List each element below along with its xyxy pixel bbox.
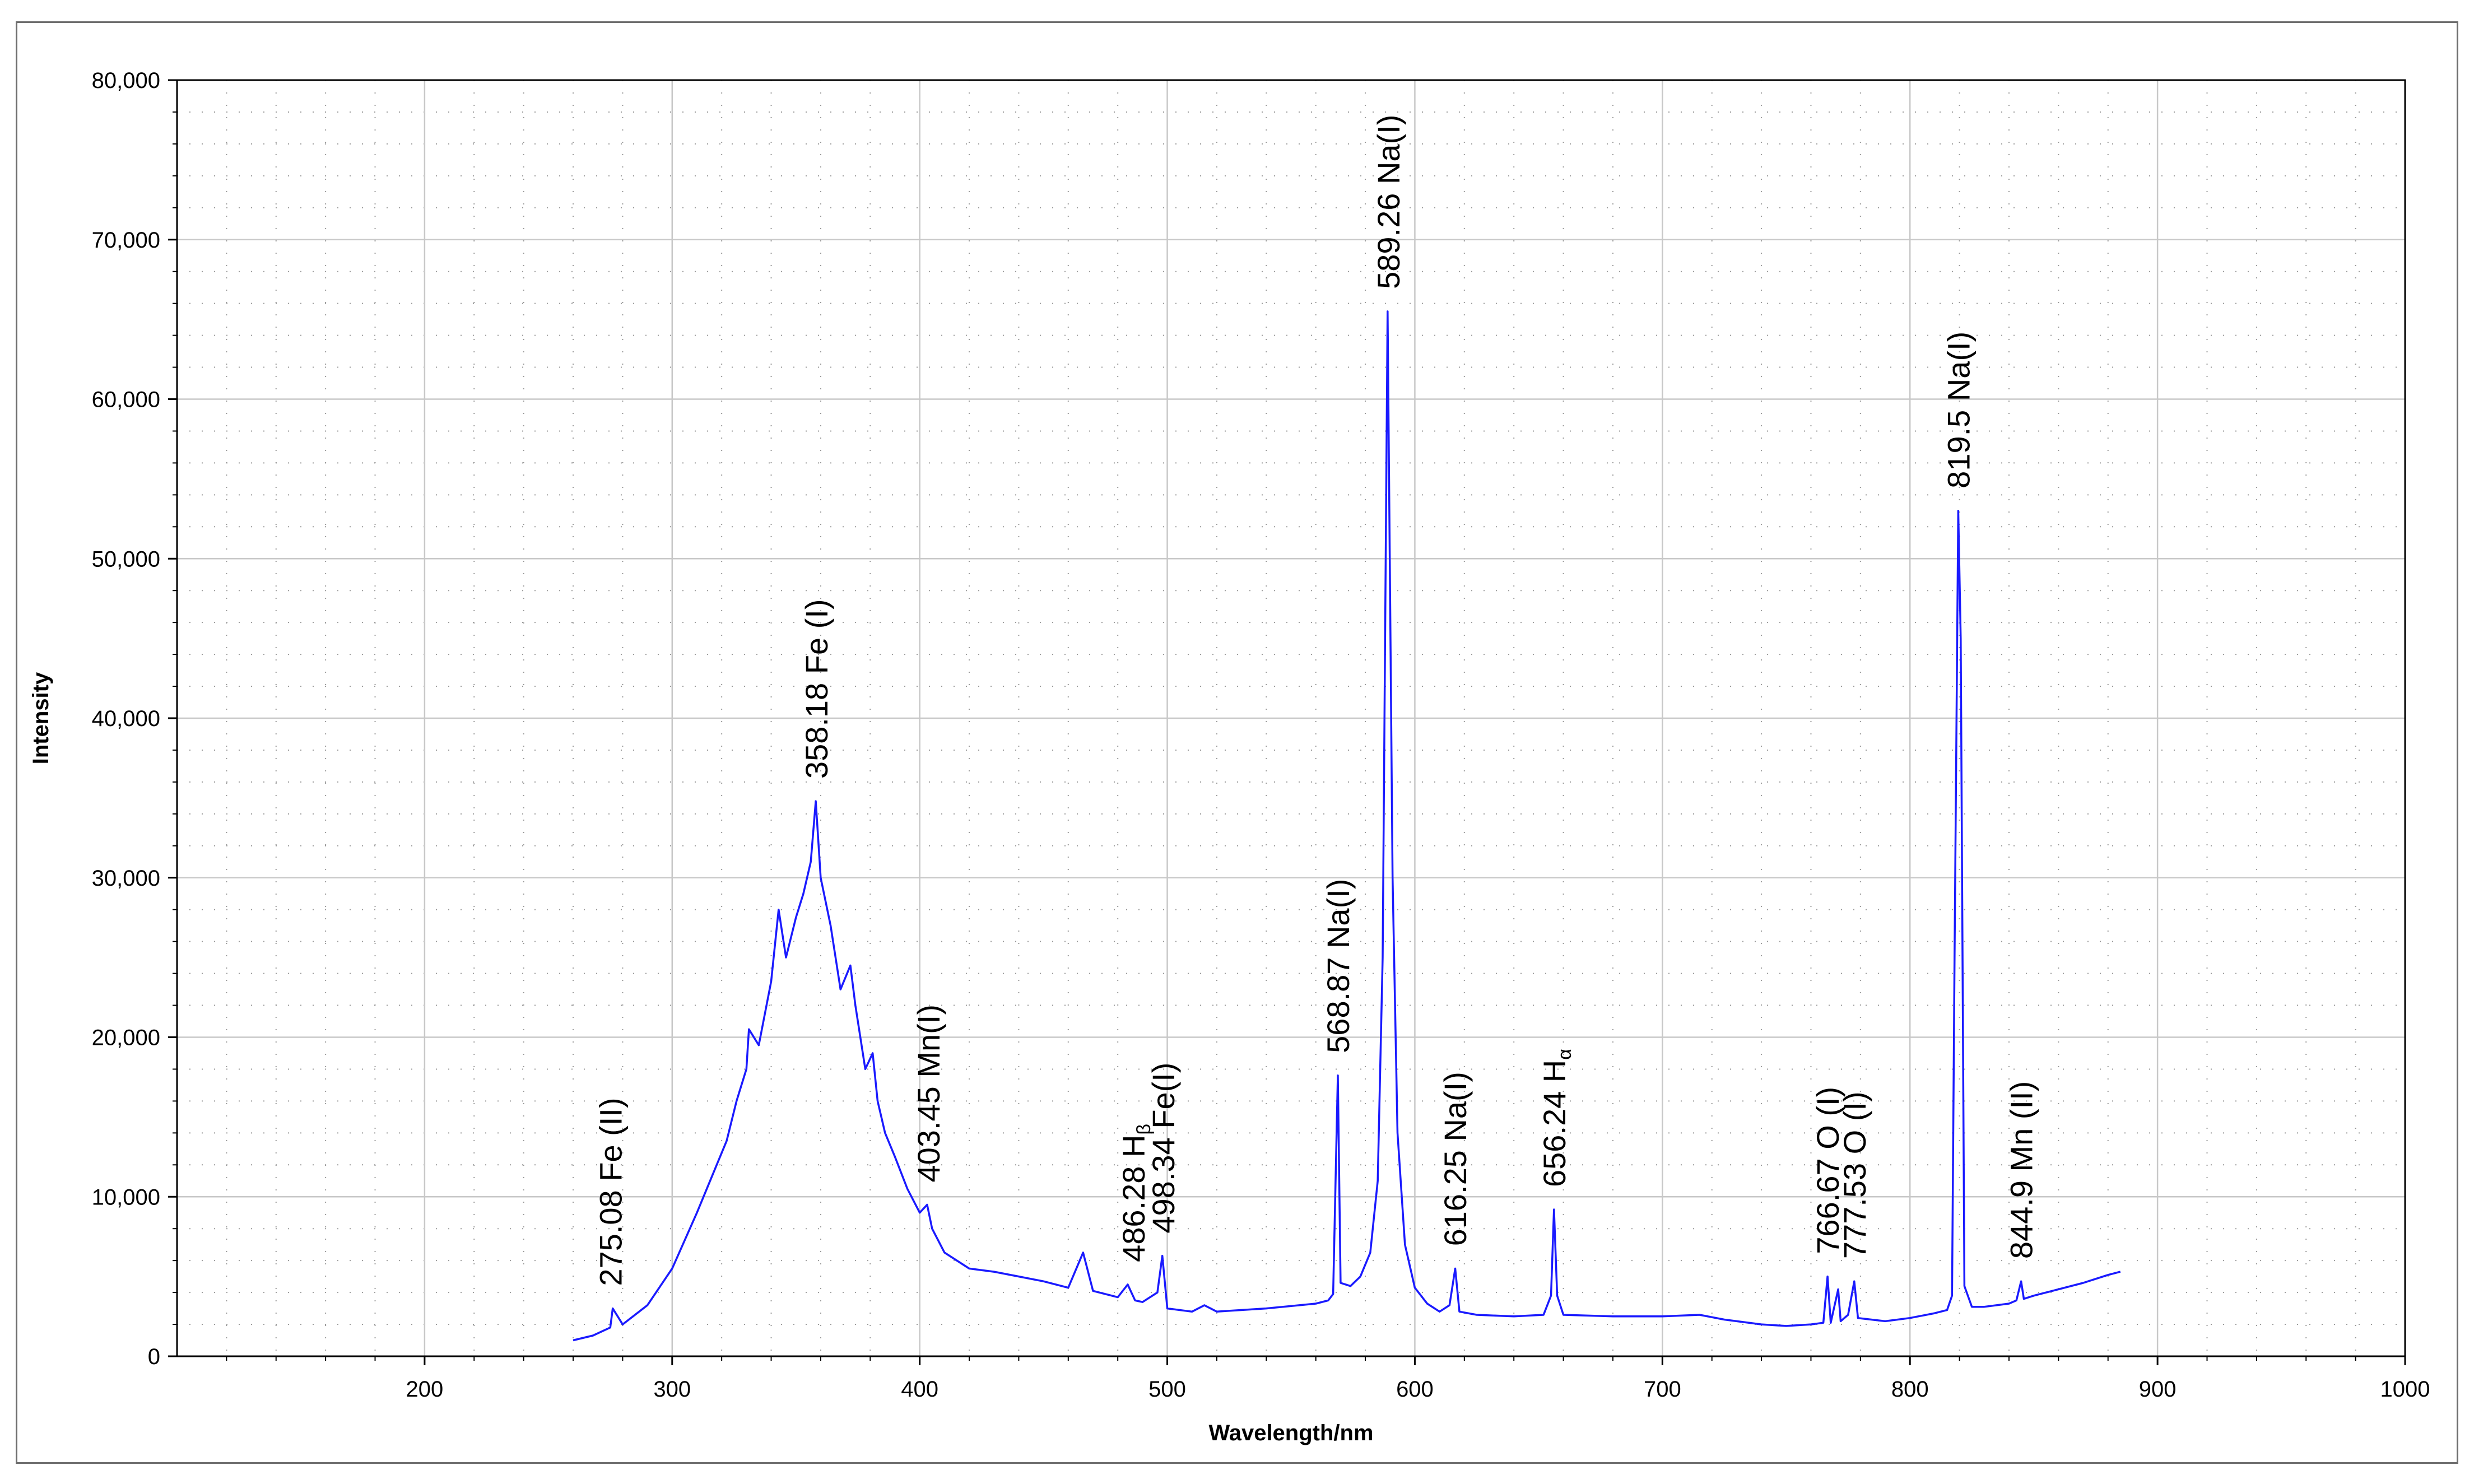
peak-label: 656.24 Hα	[1537, 1049, 1575, 1187]
peak-label: 819.5 Na(I)	[1941, 332, 1976, 489]
peak-label: 403.45 Mn(I)	[911, 1004, 946, 1183]
y-tick-label: 10,000	[92, 1185, 160, 1209]
peak-label: 358.18 Fe (I)	[799, 599, 834, 779]
spectrum-line	[573, 310, 2121, 1342]
peak-label: 568.87 Na(I)	[1320, 879, 1356, 1053]
y-tick-label: 70,000	[92, 228, 160, 253]
x-tick-label: 400	[901, 1377, 938, 1402]
x-tick-label: 1000	[2380, 1377, 2430, 1402]
peak-label: 616.25 Na(I)	[1438, 1072, 1473, 1246]
x-tick-label: 700	[1644, 1377, 1681, 1402]
x-tick-label: 600	[1396, 1377, 1434, 1402]
y-tick-label: 60,000	[92, 388, 160, 412]
x-tick-label: 800	[1891, 1377, 1929, 1402]
peak-label: 766.67 O (I)	[1810, 1087, 1845, 1254]
y-tick-label: 40,000	[92, 706, 160, 731]
peak-label: 589.26 Na(I)	[1371, 115, 1406, 289]
x-tick-label: 500	[1148, 1377, 1186, 1402]
peak-annotations: 275.08 Fe (II) 358.18 Fe (I) 403.45 Mn(I) 4…	[593, 115, 2039, 1286]
y-tick-label: 0	[148, 1345, 160, 1369]
peak-label: 486.28 Hβ	[1116, 1124, 1155, 1262]
peak-label: 777.53 O (I)	[1837, 1091, 1872, 1259]
y-tick-label: 30,000	[92, 866, 160, 891]
x-axis-ticks: 200 300 400 500 600 700 800 900 1000	[226, 1356, 2430, 1402]
peak-label-subscript: β	[1133, 1124, 1155, 1135]
chart-frame: 0 10,000 20,000 30,000 40,000 50,000 60,000 70,…	[16, 21, 2458, 1464]
x-tick-label: 200	[406, 1377, 444, 1402]
y-tick-label: 20,000	[92, 1026, 160, 1050]
peak-label: 498.34 Fe(I)	[1146, 1063, 1181, 1234]
y-tick-label: 80,000	[92, 68, 160, 93]
major-grid	[177, 80, 2405, 1356]
peak-label: 844.9 Mn (II)	[2004, 1081, 2039, 1259]
peak-label: 275.08 Fe (II)	[593, 1097, 629, 1286]
spectrum-chart: 0 10,000 20,000 30,000 40,000 50,000 60,000 70,…	[29, 68, 2430, 1445]
y-axis-title: Intensity	[29, 672, 53, 764]
y-tick-label: 50,000	[92, 547, 160, 571]
x-tick-label: 300	[653, 1377, 691, 1402]
x-axis-title: Wavelength/nm	[1208, 1421, 1373, 1445]
peak-label-subscript: α	[1554, 1049, 1575, 1060]
x-tick-label: 900	[2139, 1377, 2177, 1402]
y-axis-ticks: 0 10,000 20,000 30,000 40,000 50,000 60,000 70,…	[92, 68, 177, 1369]
